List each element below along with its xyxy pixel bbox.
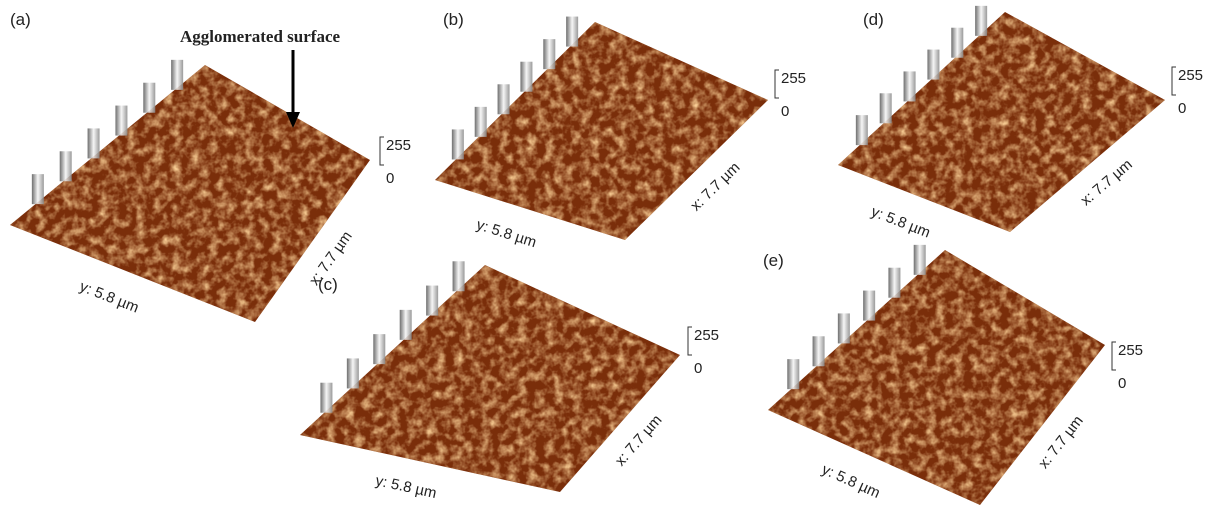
panel-label: (e)	[763, 251, 784, 270]
z-max: 255	[694, 327, 719, 344]
edge-ridge	[566, 16, 579, 47]
z-max: 255	[386, 137, 411, 154]
z-min: 0	[386, 170, 394, 187]
edge-ridge	[426, 285, 439, 316]
edge-ridge	[474, 106, 487, 137]
edge-ridge	[31, 174, 44, 205]
afm-texture	[768, 250, 1105, 505]
edge-ridge	[855, 115, 868, 146]
edge-ridge	[837, 313, 850, 344]
edge-ridge	[143, 82, 156, 113]
y-axis-label: y: 5.8 µm	[819, 461, 883, 502]
z-min: 0	[694, 360, 702, 377]
panel-label: (b)	[443, 10, 464, 29]
edge-ridge	[863, 290, 876, 321]
y-axis-label: y: 5.8 µm	[474, 216, 538, 251]
edge-ridge	[879, 93, 892, 124]
edge-ridge	[913, 244, 926, 275]
annotation: Agglomerated surface	[180, 27, 340, 46]
z-scale	[1171, 66, 1176, 96]
panel-label: (a)	[10, 10, 31, 29]
edge-ridge	[373, 334, 386, 365]
edge-ridge	[346, 358, 359, 389]
edge-ridge	[59, 151, 72, 182]
z-min: 0	[1178, 100, 1186, 117]
edge-ridge	[812, 336, 825, 367]
edge-ridge	[171, 59, 184, 90]
z-scale	[379, 136, 384, 166]
surfaces	[10, 5, 1165, 505]
y-axis-label: y: 5.8 µm	[869, 203, 933, 241]
annotation-arrowhead	[286, 112, 300, 128]
edge-ridge	[903, 71, 916, 102]
panel-label: (d)	[863, 10, 884, 29]
afm-texture	[435, 22, 768, 240]
edge-ridge	[452, 261, 465, 292]
edge-ridge	[888, 267, 901, 298]
afm-texture	[300, 265, 680, 492]
edge-ridge	[497, 84, 510, 115]
edge-ridge	[543, 39, 556, 70]
z-max: 255	[781, 70, 806, 87]
edge-ridge	[951, 27, 964, 58]
z-scale	[687, 326, 692, 356]
edge-ridge	[399, 309, 412, 340]
edge-ridge	[975, 5, 988, 36]
edge-ridge	[451, 129, 464, 160]
z-min: 0	[781, 103, 789, 120]
edge-ridge	[320, 382, 333, 413]
z-max: 255	[1178, 67, 1203, 84]
z-scale	[1111, 341, 1116, 371]
edge-ridge	[87, 128, 100, 159]
afm-texture	[838, 12, 1165, 232]
y-axis-label: y: 5.8 µm	[77, 278, 141, 317]
edge-ridge	[927, 49, 940, 80]
afm-texture	[10, 65, 370, 322]
y-axis-label: y: 5.8 µm	[374, 472, 438, 502]
z-max: 255	[1118, 342, 1143, 359]
z-scale	[774, 69, 779, 99]
panel-label: (c)	[318, 275, 338, 294]
edge-ridge	[115, 105, 128, 136]
edge-ridge	[787, 359, 800, 390]
edge-ridge	[520, 61, 533, 92]
z-min: 0	[1118, 375, 1126, 392]
